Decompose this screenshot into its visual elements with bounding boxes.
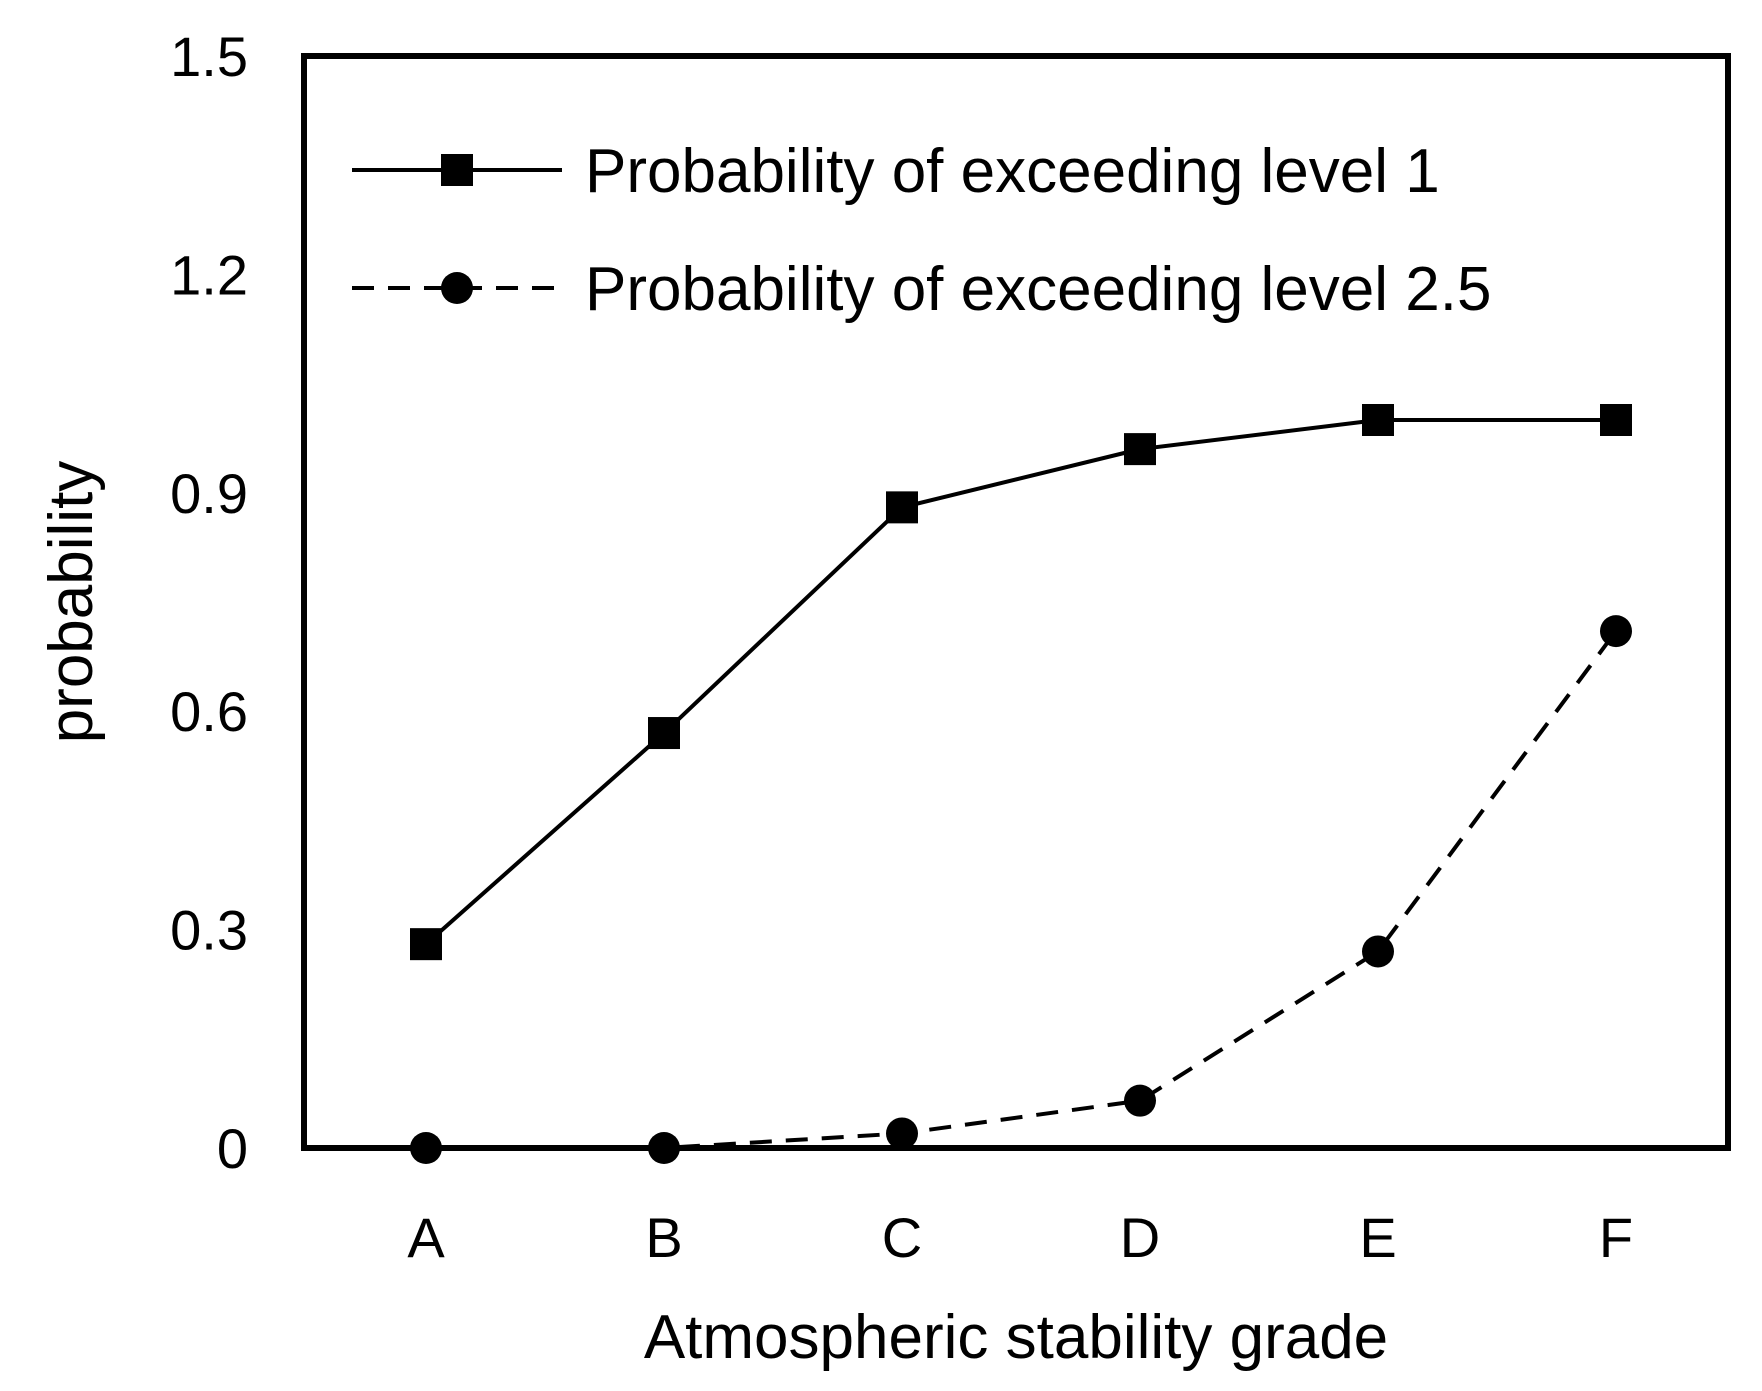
y-tick-label: 0	[217, 1117, 248, 1180]
y-axis-title: probability	[37, 461, 106, 744]
series-1-point-E	[1362, 404, 1394, 436]
x-tick-label: E	[1359, 1206, 1396, 1269]
series-2-point-F	[1600, 615, 1632, 648]
x-tick-label: B	[645, 1206, 682, 1269]
x-tick-label: C	[882, 1206, 922, 1269]
y-tick-label: 1.5	[170, 25, 248, 88]
series-1-point-B	[648, 717, 680, 750]
legend-marker-circle	[441, 272, 473, 304]
legend: Probability of exceeding level 1 Probabi…	[352, 137, 1491, 324]
y-tick-label: 0.3	[170, 899, 248, 962]
series-1-point-C	[886, 491, 918, 524]
legend-marker-square	[441, 154, 473, 186]
series-line-1	[424, 418, 1616, 946]
x-axis-ticks: A B C D E F	[407, 1206, 1633, 1269]
x-tick-label: A	[407, 1206, 445, 1269]
series-2-point-A	[410, 1132, 442, 1164]
series-1-point-F	[1600, 404, 1632, 436]
y-tick-label: 0.6	[170, 680, 248, 743]
series-2-point-E	[1362, 935, 1394, 968]
x-tick-label: F	[1599, 1206, 1633, 1269]
series-1-point-A	[410, 928, 442, 961]
plot-frame	[301, 53, 1731, 1151]
legend-label-level-2-5: Probability of exceeding level 2.5	[585, 255, 1491, 324]
series-2-point-C	[886, 1117, 918, 1150]
y-tick-label: 1.2	[170, 243, 248, 306]
series-line-2	[426, 629, 1618, 1150]
series-2-point-D	[1124, 1084, 1156, 1117]
series-2-point-B	[648, 1132, 680, 1164]
y-axis-ticks: 0 0.3 0.6 0.9 1.2 1.5	[170, 25, 248, 1180]
series-layer	[410, 404, 1632, 1164]
y-tick-label: 0.9	[170, 462, 248, 525]
x-tick-label: D	[1120, 1206, 1160, 1269]
x-axis-title: Atmospheric stability grade	[644, 1303, 1388, 1372]
series-1-point-D	[1124, 433, 1156, 466]
legend-label-level-1: Probability of exceeding level 1	[585, 137, 1440, 206]
